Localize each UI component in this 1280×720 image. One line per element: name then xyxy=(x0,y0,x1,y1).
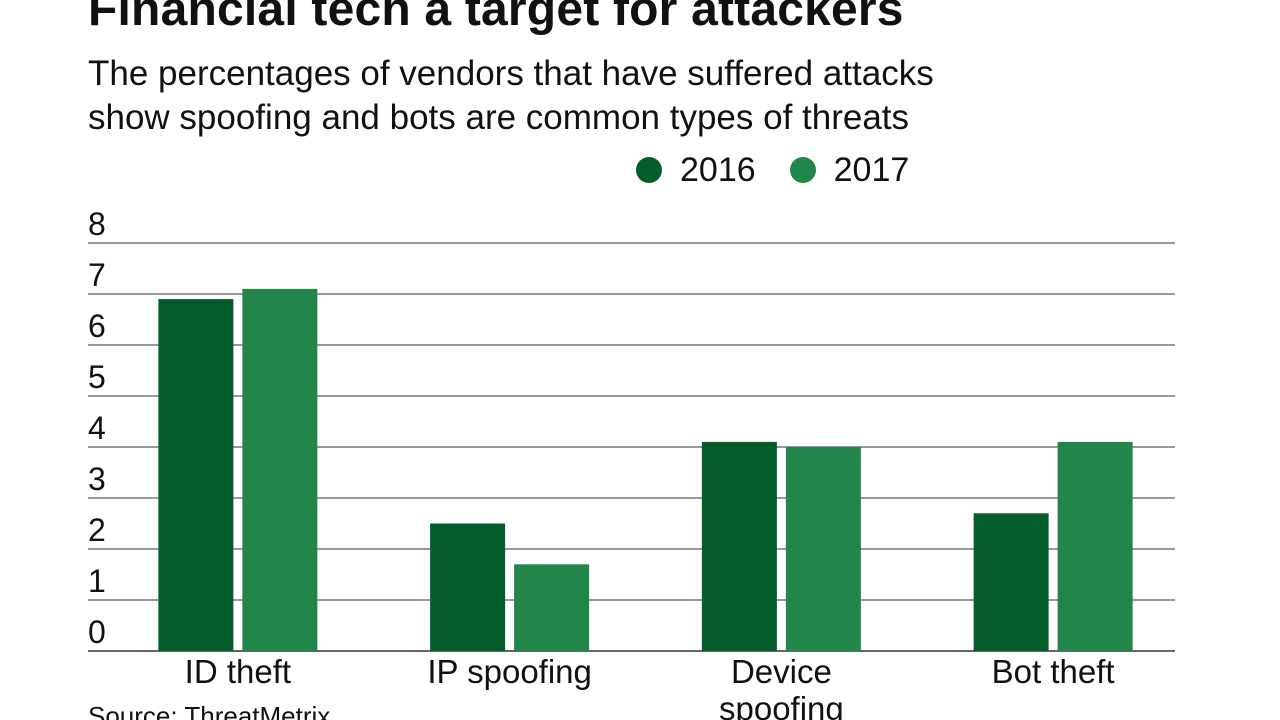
legend-label-2017: 2017 xyxy=(833,151,910,189)
y-tick-label-3: 3 xyxy=(88,461,106,497)
bar-2017-1 xyxy=(514,564,590,651)
subtitle-line-1: The percentages of vendors that have suf… xyxy=(88,54,934,93)
legend-item-2016: 2016 xyxy=(636,150,756,190)
y-tick-label-5: 5 xyxy=(88,359,106,395)
y-tick-label-7: 7 xyxy=(88,257,106,293)
bar-2017-0 xyxy=(242,288,318,651)
x-tick-label-2: Device spoofing xyxy=(719,653,844,720)
y-tick-label-0: 0 xyxy=(88,614,106,650)
bar-2016-1 xyxy=(430,523,506,651)
chart-source: Source: ThreatMetrix xyxy=(88,701,331,720)
legend-swatch-2016 xyxy=(636,157,662,183)
legend-label-2016: 2016 xyxy=(680,151,756,189)
bar-2016-0 xyxy=(158,299,234,651)
y-tick-label-4: 4 xyxy=(88,410,106,446)
legend-swatch-2017 xyxy=(789,157,816,183)
y-tick-label-8: 8 xyxy=(88,206,106,242)
x-tick-label-0: ID theft xyxy=(185,653,291,690)
bar-2017-2 xyxy=(785,447,861,651)
bar-2016-2 xyxy=(701,441,777,651)
y-tick-label-6: 6 xyxy=(88,308,106,344)
chart-subtitle: The percentages of vendors that have suf… xyxy=(88,52,934,140)
legend-item-2017: 2017 xyxy=(789,150,910,190)
chart-legend: 2016 2017 xyxy=(636,150,943,190)
x-tick-label-1: IP spoofing xyxy=(427,653,592,690)
bar-2017-3 xyxy=(1057,441,1133,651)
y-tick-label-2: 2 xyxy=(88,512,106,548)
subtitle-line-2: show spoofing and bots are common types … xyxy=(88,98,910,137)
x-tick-label-3: Bot theft xyxy=(992,653,1115,690)
bar-2016-3 xyxy=(973,513,1049,651)
y-tick-label-1: 1 xyxy=(88,563,106,599)
chart-title: Financial tech a target for attackers xyxy=(88,0,904,36)
